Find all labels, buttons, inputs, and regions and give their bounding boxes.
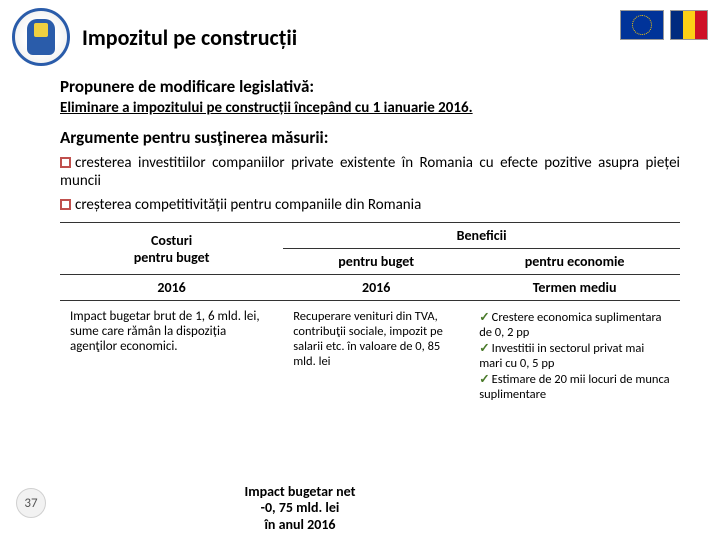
argument-text: cresterea investitiilor companiilor priv… — [60, 154, 680, 190]
col-costs-l1: Costuri — [68, 232, 275, 249]
ro-stripe-yellow — [683, 11, 695, 39]
eu-stars-icon — [632, 15, 652, 35]
econ-text: Investitii in sectorul privat mai mari c… — [479, 341, 644, 371]
econ-item: ✓Estimare de 20 mii locuri de munca supl… — [479, 371, 670, 402]
check-icon: ✓ — [479, 341, 489, 356]
net-l2: -0, 75 mld. lei — [200, 500, 400, 517]
argument-text: creșterea competitivității pentru compan… — [75, 196, 421, 214]
row-costs: Impact bugetar brut de 1, 6 mld. lei, su… — [60, 301, 283, 411]
net-l1: Impact bugetar net — [200, 484, 400, 501]
year-budget: 2016 — [283, 275, 469, 301]
benefits-header: Beneficii — [283, 223, 680, 249]
term-medium: Termen mediu — [469, 275, 680, 301]
ro-stripe-blue — [671, 11, 683, 39]
col-budget: pentru buget — [283, 249, 469, 275]
page-title: Impozitul pe construcții — [82, 24, 297, 51]
year-costs: 2016 — [60, 275, 283, 301]
argument-item: creșterea competitivității pentru compan… — [60, 196, 680, 214]
check-icon: ✓ — [479, 372, 489, 387]
ro-stripe-red — [695, 11, 707, 39]
econ-item: ✓Investitii in sectorul privat mai mari … — [479, 340, 670, 371]
row-economy: ✓Crestere economica suplimentara de 0, 2… — [469, 301, 680, 411]
col-economy: pentru economie — [469, 249, 680, 275]
cost-benefit-table: Costuri pentru buget Beneficii pentru bu… — [60, 222, 680, 410]
econ-text: Crestere economica suplimentara de 0, 2 … — [479, 310, 661, 340]
net-impact-box: Impact bugetar net -0, 75 mld. lei în an… — [200, 484, 400, 534]
flags-group — [620, 10, 708, 40]
bullet-square-icon — [60, 157, 71, 168]
proposal-heading: Propunere de modificare legislativă: — [60, 76, 680, 97]
argument-item: cresterea investitiilor companiilor priv… — [60, 154, 680, 190]
net-l3: în anul 2016 — [200, 517, 400, 534]
econ-item: ✓Crestere economica suplimentara de 0, 2… — [479, 309, 670, 340]
ministry-logo — [12, 8, 70, 66]
check-icon: ✓ — [479, 310, 489, 325]
col-costs-l2: pentru buget — [68, 249, 275, 266]
arguments-heading: Argumente pentru susţinerea măsurii: — [60, 127, 680, 148]
romania-flag-icon — [670, 10, 708, 40]
econ-text: Estimare de 20 mii locuri de munca supli… — [479, 372, 669, 402]
row-budget: Recuperare venituri din TVA, contribuţii… — [283, 301, 469, 411]
logo-shield-icon — [27, 19, 55, 55]
proposal-text: Eliminare a impozitului pe construcții î… — [60, 99, 680, 117]
bullet-square-icon — [60, 199, 71, 210]
page-number: 37 — [16, 488, 46, 518]
eu-flag-icon — [620, 10, 664, 40]
